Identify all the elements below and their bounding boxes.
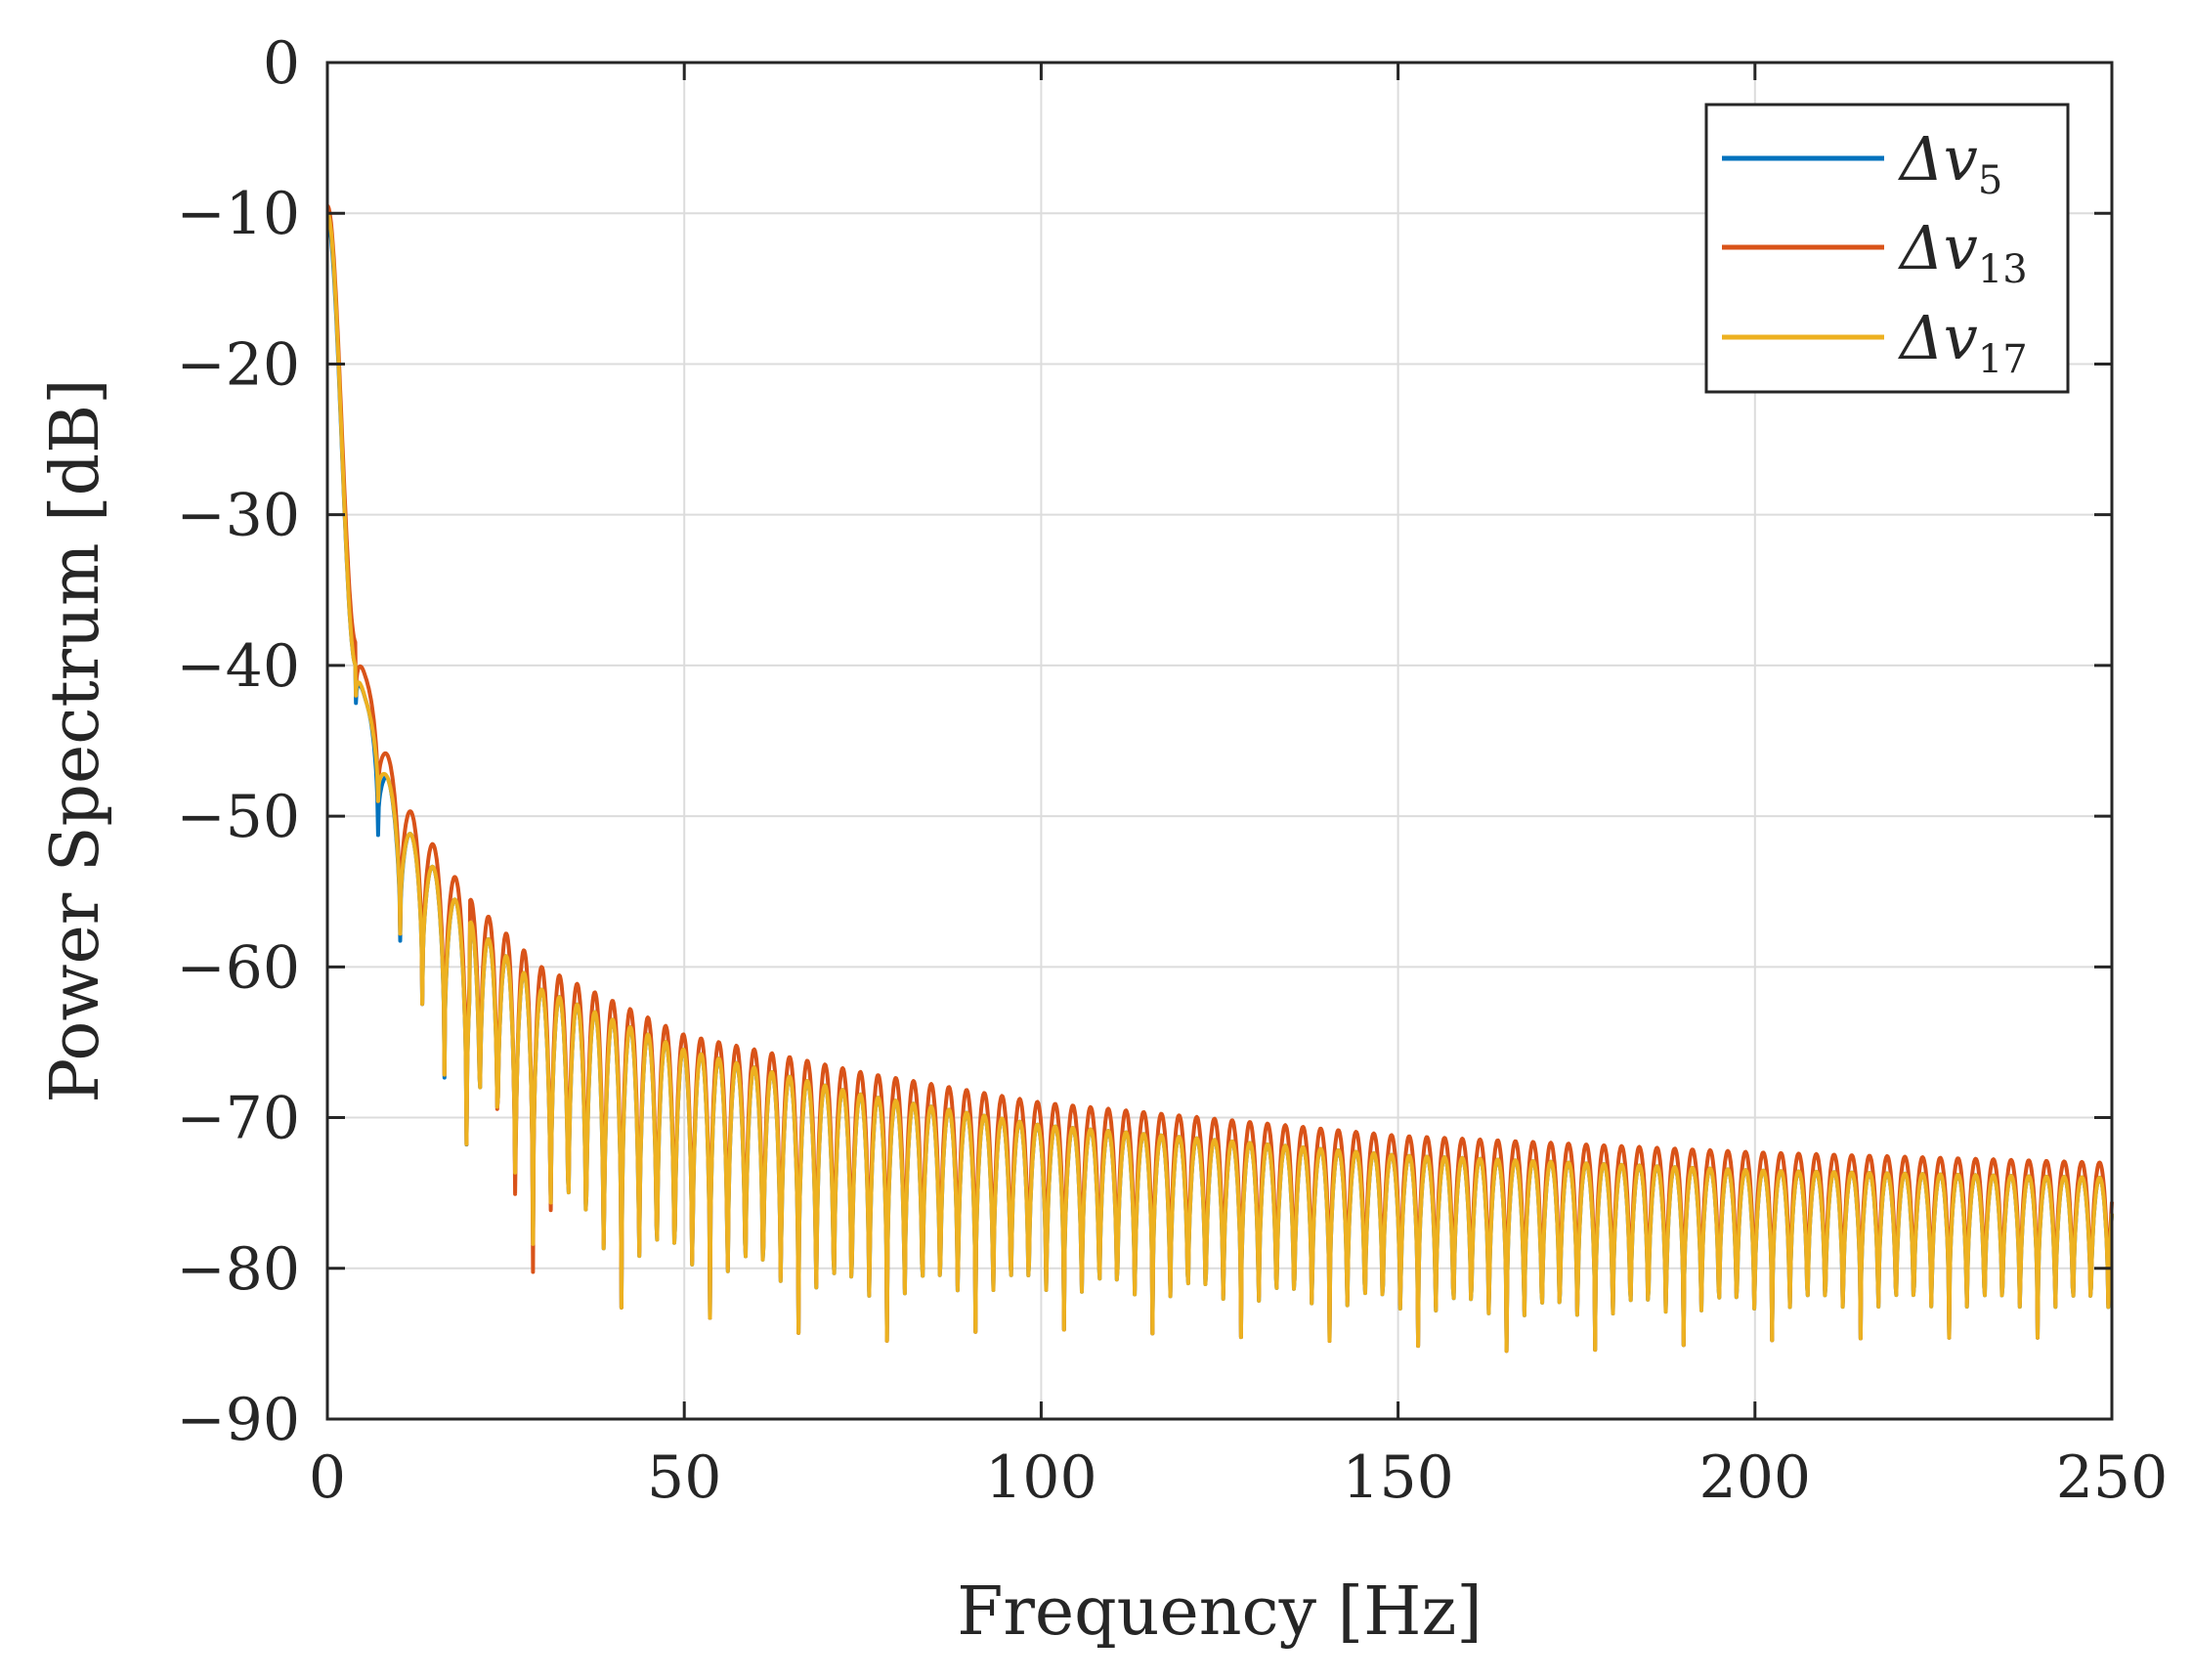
y-tick-label: −40 [176,632,300,701]
y-tick-label: −80 [176,1235,300,1304]
legend-label-dv13: Δv13 [1898,212,2028,292]
y-axis-label: Power Spectrum [dB] [37,378,114,1102]
tick-labels: 0 50 100 150 200 250 0 −10 −20 −30 −40 −50 −60 −70 −80… [176,29,2168,1512]
y-tick-label: −50 [176,783,300,851]
x-axis-label: Frequency [Hz] [957,1573,1483,1651]
x-tick-label: 50 [647,1443,721,1512]
legend[interactable]: Δv5 Δv13 Δv17 [1704,103,2070,394]
x-tick-label: 150 [1342,1443,1454,1512]
y-tick-label: 0 [263,29,300,98]
x-tick-label: 100 [985,1443,1097,1512]
legend-sub-dv17: 17 [1978,337,2028,382]
legend-main-dv5: Δv [1898,123,1978,194]
series-layer [325,204,2114,1354]
x-tick-label: 200 [1699,1443,1812,1512]
series-line-dv17 [325,211,2114,1354]
legend-label-dv5: Δv5 [1898,123,2002,203]
grid-lines [327,63,2112,1419]
plot-frame [325,61,2114,1421]
y-tick-label: −10 [176,180,300,248]
legend-sub-dv5: 5 [1978,158,2002,203]
axis-ticks [325,61,2114,1421]
y-tick-label: −30 [176,482,300,550]
y-tick-label: −70 [176,1085,300,1153]
x-tick-label: 250 [2056,1443,2169,1512]
y-tick-label: −90 [176,1386,300,1454]
y-tick-label: −20 [176,330,300,399]
legend-label-dv17: Δv17 [1898,302,2028,382]
legend-sub-dv13: 13 [1978,247,2028,292]
x-tick-label: 0 [309,1443,346,1512]
legend-main-dv17: Δv [1898,302,1978,373]
y-tick-label: −60 [176,933,300,1002]
legend-main-dv13: Δv [1898,212,1978,283]
